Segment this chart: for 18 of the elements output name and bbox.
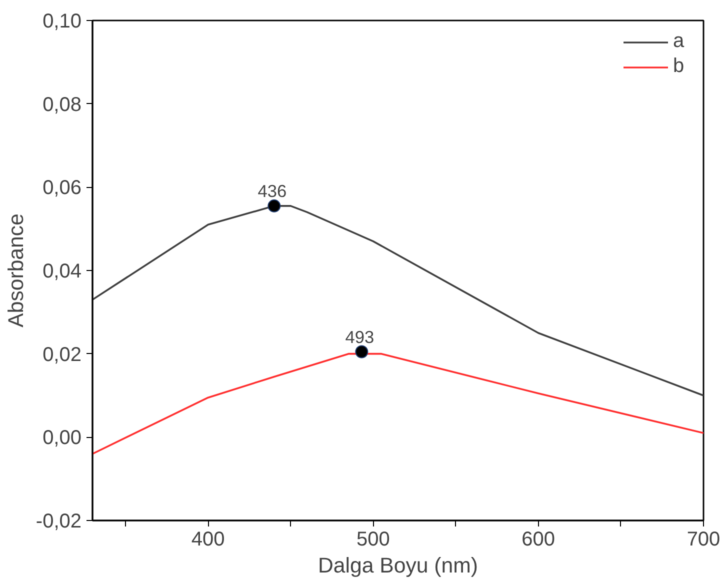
x-tick-label: 600 bbox=[522, 528, 556, 550]
annotation: 493 bbox=[345, 326, 374, 347]
y-tick-label: 0,04 bbox=[42, 260, 82, 282]
y-tick-label: 0,02 bbox=[42, 344, 82, 366]
y-tick-label: 0,00 bbox=[42, 427, 82, 450]
y-axis-title: Absorbance bbox=[4, 214, 28, 328]
x-tick-label: 400 bbox=[191, 528, 225, 550]
legend-label: a bbox=[673, 30, 686, 53]
y-tick-label: 0,06 bbox=[42, 177, 82, 200]
x-tick-label: 700 bbox=[686, 528, 720, 550]
y-tick-label: 0,08 bbox=[42, 94, 82, 116]
legend-label: b bbox=[673, 55, 686, 78]
line-series bbox=[92, 352, 704, 455]
y-tick-label: 0,10 bbox=[42, 10, 82, 32]
x-axis-title: Dalga Boyu (nm) bbox=[318, 554, 478, 578]
x-tick-label: 500 bbox=[356, 528, 390, 550]
annotation: 436 bbox=[258, 180, 287, 201]
y-tick-label: -0,02 bbox=[36, 510, 82, 532]
